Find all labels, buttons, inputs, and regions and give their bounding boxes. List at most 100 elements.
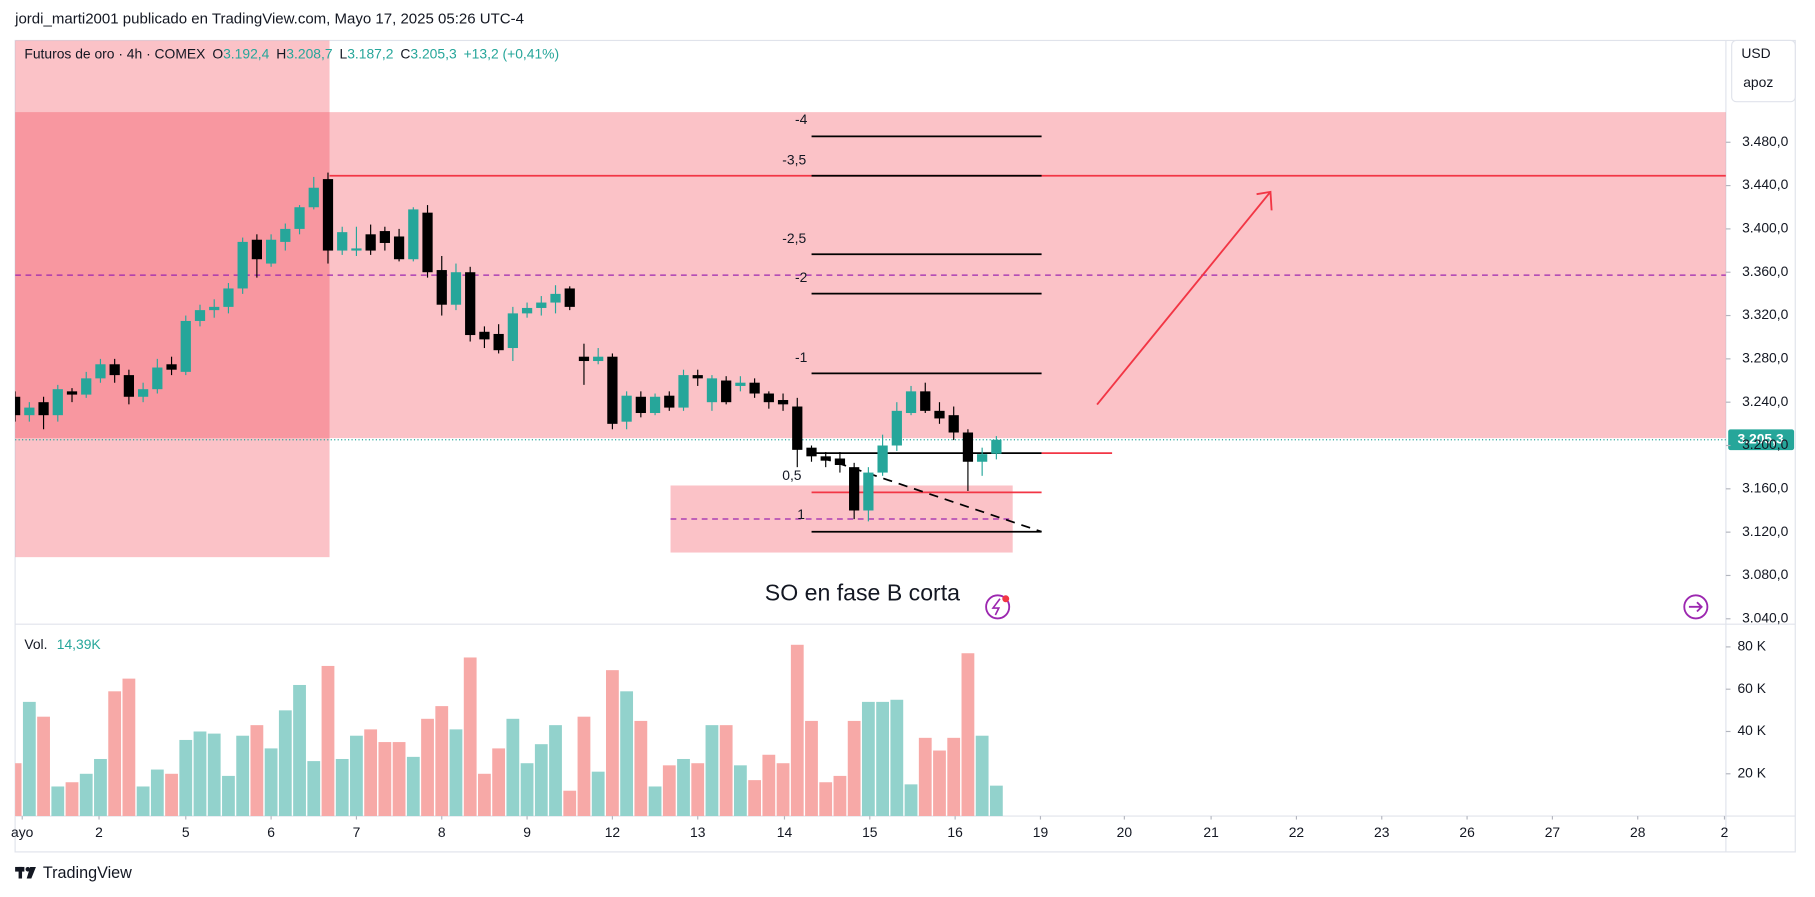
frame [14, 39, 1796, 853]
y-tick-label: 3.480,0 [1742, 133, 1789, 149]
volume-bar [506, 718, 520, 817]
candle-body [664, 395, 675, 408]
volume-bar [719, 725, 733, 817]
x-tick-label: ayo [11, 824, 34, 840]
alert-icon[interactable] [985, 594, 1011, 620]
price-pane: -4 -3,5 -2,5 -2 -1 0,5 1 SO en fase B corta [15, 40, 1726, 605]
publisher: jordi_marti2001 publicado en TradingView… [14, 11, 524, 28]
x-tick-label: 22 [1289, 824, 1305, 840]
x-tick-label: 7 [353, 824, 361, 840]
volume-bar [321, 665, 335, 817]
volume-bar [350, 735, 363, 817]
ohlc-key: C [400, 45, 410, 61]
arrow [1096, 190, 1273, 406]
volume-tick-label: 40 K [1737, 722, 1766, 738]
volume-bar [733, 765, 747, 817]
volume-bar [961, 653, 975, 817]
change: +13,2 (+0,41%) [464, 45, 560, 61]
x-tick-label: 15 [862, 824, 878, 840]
candle-body [920, 391, 931, 411]
volume-bar [648, 786, 662, 817]
candle-body [550, 293, 561, 303]
scale-box[interactable] [1731, 39, 1796, 103]
volume-bar [478, 773, 491, 817]
x-tick-label: 23 [1374, 824, 1390, 840]
ohlc-value: 3.208,7 [286, 45, 333, 61]
volume-bar [421, 718, 434, 817]
last-price-label: 3.205,3 [1737, 430, 1784, 446]
volume-bar [463, 657, 477, 817]
volume-bar [662, 765, 676, 817]
fib-label: 1 [797, 506, 805, 522]
candle-body [180, 320, 191, 372]
volume-bar [378, 742, 392, 817]
note: SO en fase B corta [765, 579, 960, 605]
volume-label: Vol. [24, 636, 47, 652]
symbol: Futuros de oro · 4h · COMEX [24, 45, 205, 61]
scale-mode[interactable]: apoz [1743, 74, 1773, 90]
brand: TradingView [43, 864, 132, 882]
volume-bar [549, 725, 562, 817]
x-tick-label: 2 [95, 824, 103, 840]
candle-body [408, 209, 419, 260]
candle-body [137, 389, 149, 397]
candle-body [849, 467, 860, 511]
currency[interactable]: USD [1741, 45, 1770, 61]
volume-bar [94, 758, 107, 817]
volume-bar [278, 710, 292, 817]
volume-bar [918, 737, 932, 817]
x-tick-label: 28 [1630, 824, 1646, 840]
zone-box [15, 40, 330, 558]
volume-bar [606, 670, 619, 817]
y-tick-label: 3.240,0 [1742, 393, 1789, 409]
volume-bar [222, 775, 235, 817]
y-tick-label: 3.120,0 [1742, 523, 1789, 539]
candle-body [991, 439, 1002, 454]
volume-tick-label: 20 K [1737, 764, 1766, 780]
ohlc-value: 3.187,2 [347, 45, 394, 61]
candle-body [763, 393, 774, 403]
candle-body [209, 306, 220, 311]
candle-body [38, 402, 49, 416]
candle-body [294, 207, 305, 229]
candle-body [934, 410, 945, 419]
scroll-icon[interactable] [1683, 594, 1709, 620]
volume-bar [833, 775, 847, 817]
x-tick-label: 26 [1459, 824, 1475, 840]
candle-body [308, 187, 319, 208]
last-price-tag [1728, 429, 1795, 451]
volume-bar [136, 786, 150, 817]
candle-body [635, 396, 646, 414]
x-tick-label: 12 [605, 824, 621, 840]
candle-body [721, 380, 732, 403]
candle-body [578, 356, 590, 362]
candle-body [251, 239, 262, 260]
x-tick-label: 19 [1033, 824, 1049, 840]
volume-bar [705, 725, 719, 817]
volume-legend: Vol. 14,39K [24, 636, 101, 652]
volume-bar [335, 758, 349, 817]
y-tick-label: 3.360,0 [1742, 263, 1789, 279]
candle-body [52, 389, 63, 416]
ohlc-value: 3.192,4 [223, 45, 270, 61]
ohlc-value: 3.205,3 [410, 45, 457, 61]
x-tick-label: 2 [1721, 824, 1729, 840]
volume-bar [534, 744, 548, 817]
y-tick-label: 3.440,0 [1742, 176, 1789, 192]
y-tick-label: 3.080,0 [1742, 566, 1789, 582]
candle-body [564, 288, 575, 307]
candle-body [123, 375, 135, 397]
candle-body [806, 447, 817, 457]
y-tick-label: 3.320,0 [1742, 306, 1789, 322]
volume-bar [435, 706, 449, 817]
volume-bar [79, 773, 93, 817]
candle-body [792, 406, 803, 450]
volume-bar [947, 737, 961, 817]
candle-body [493, 333, 504, 351]
volume-bar [492, 748, 506, 817]
volume-bar [193, 731, 207, 817]
volume-bar [179, 739, 193, 817]
volume-tick-label: 60 K [1737, 680, 1766, 696]
candle-body [66, 391, 78, 395]
